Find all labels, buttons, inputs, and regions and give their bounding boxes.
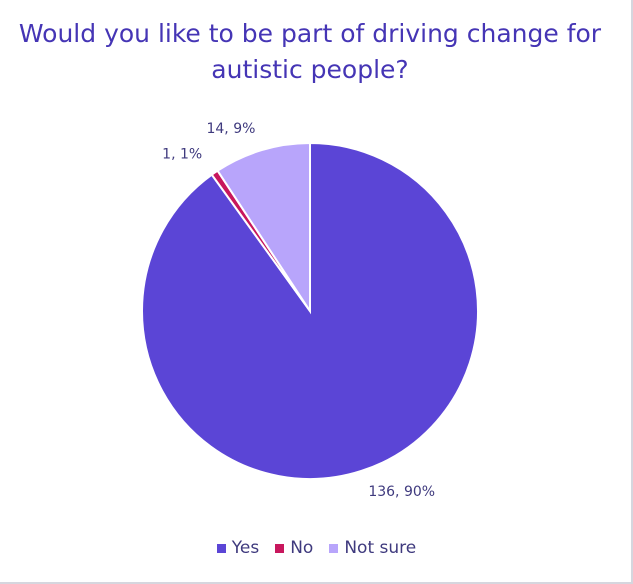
chart-title: Would you like to be part of driving cha… xyxy=(18,19,602,84)
data-label: 136, 90% xyxy=(368,484,435,500)
pie-slice xyxy=(216,141,311,315)
data-label: 1, 1% xyxy=(162,147,202,163)
legend-swatch xyxy=(216,543,226,553)
pie-slice xyxy=(141,141,479,480)
legend-label: Yes xyxy=(231,538,260,558)
data-label: 14, 9% xyxy=(206,121,255,137)
legend-item: Yes xyxy=(216,538,260,558)
legend-item: No xyxy=(275,538,313,558)
legend-swatch xyxy=(329,543,339,553)
legend-label: Not sure xyxy=(344,538,417,558)
legend-swatch xyxy=(275,543,285,553)
legend-label: No xyxy=(290,538,314,558)
legend: Yes No Not sure xyxy=(0,538,631,558)
legend-item: Not sure xyxy=(329,538,416,558)
